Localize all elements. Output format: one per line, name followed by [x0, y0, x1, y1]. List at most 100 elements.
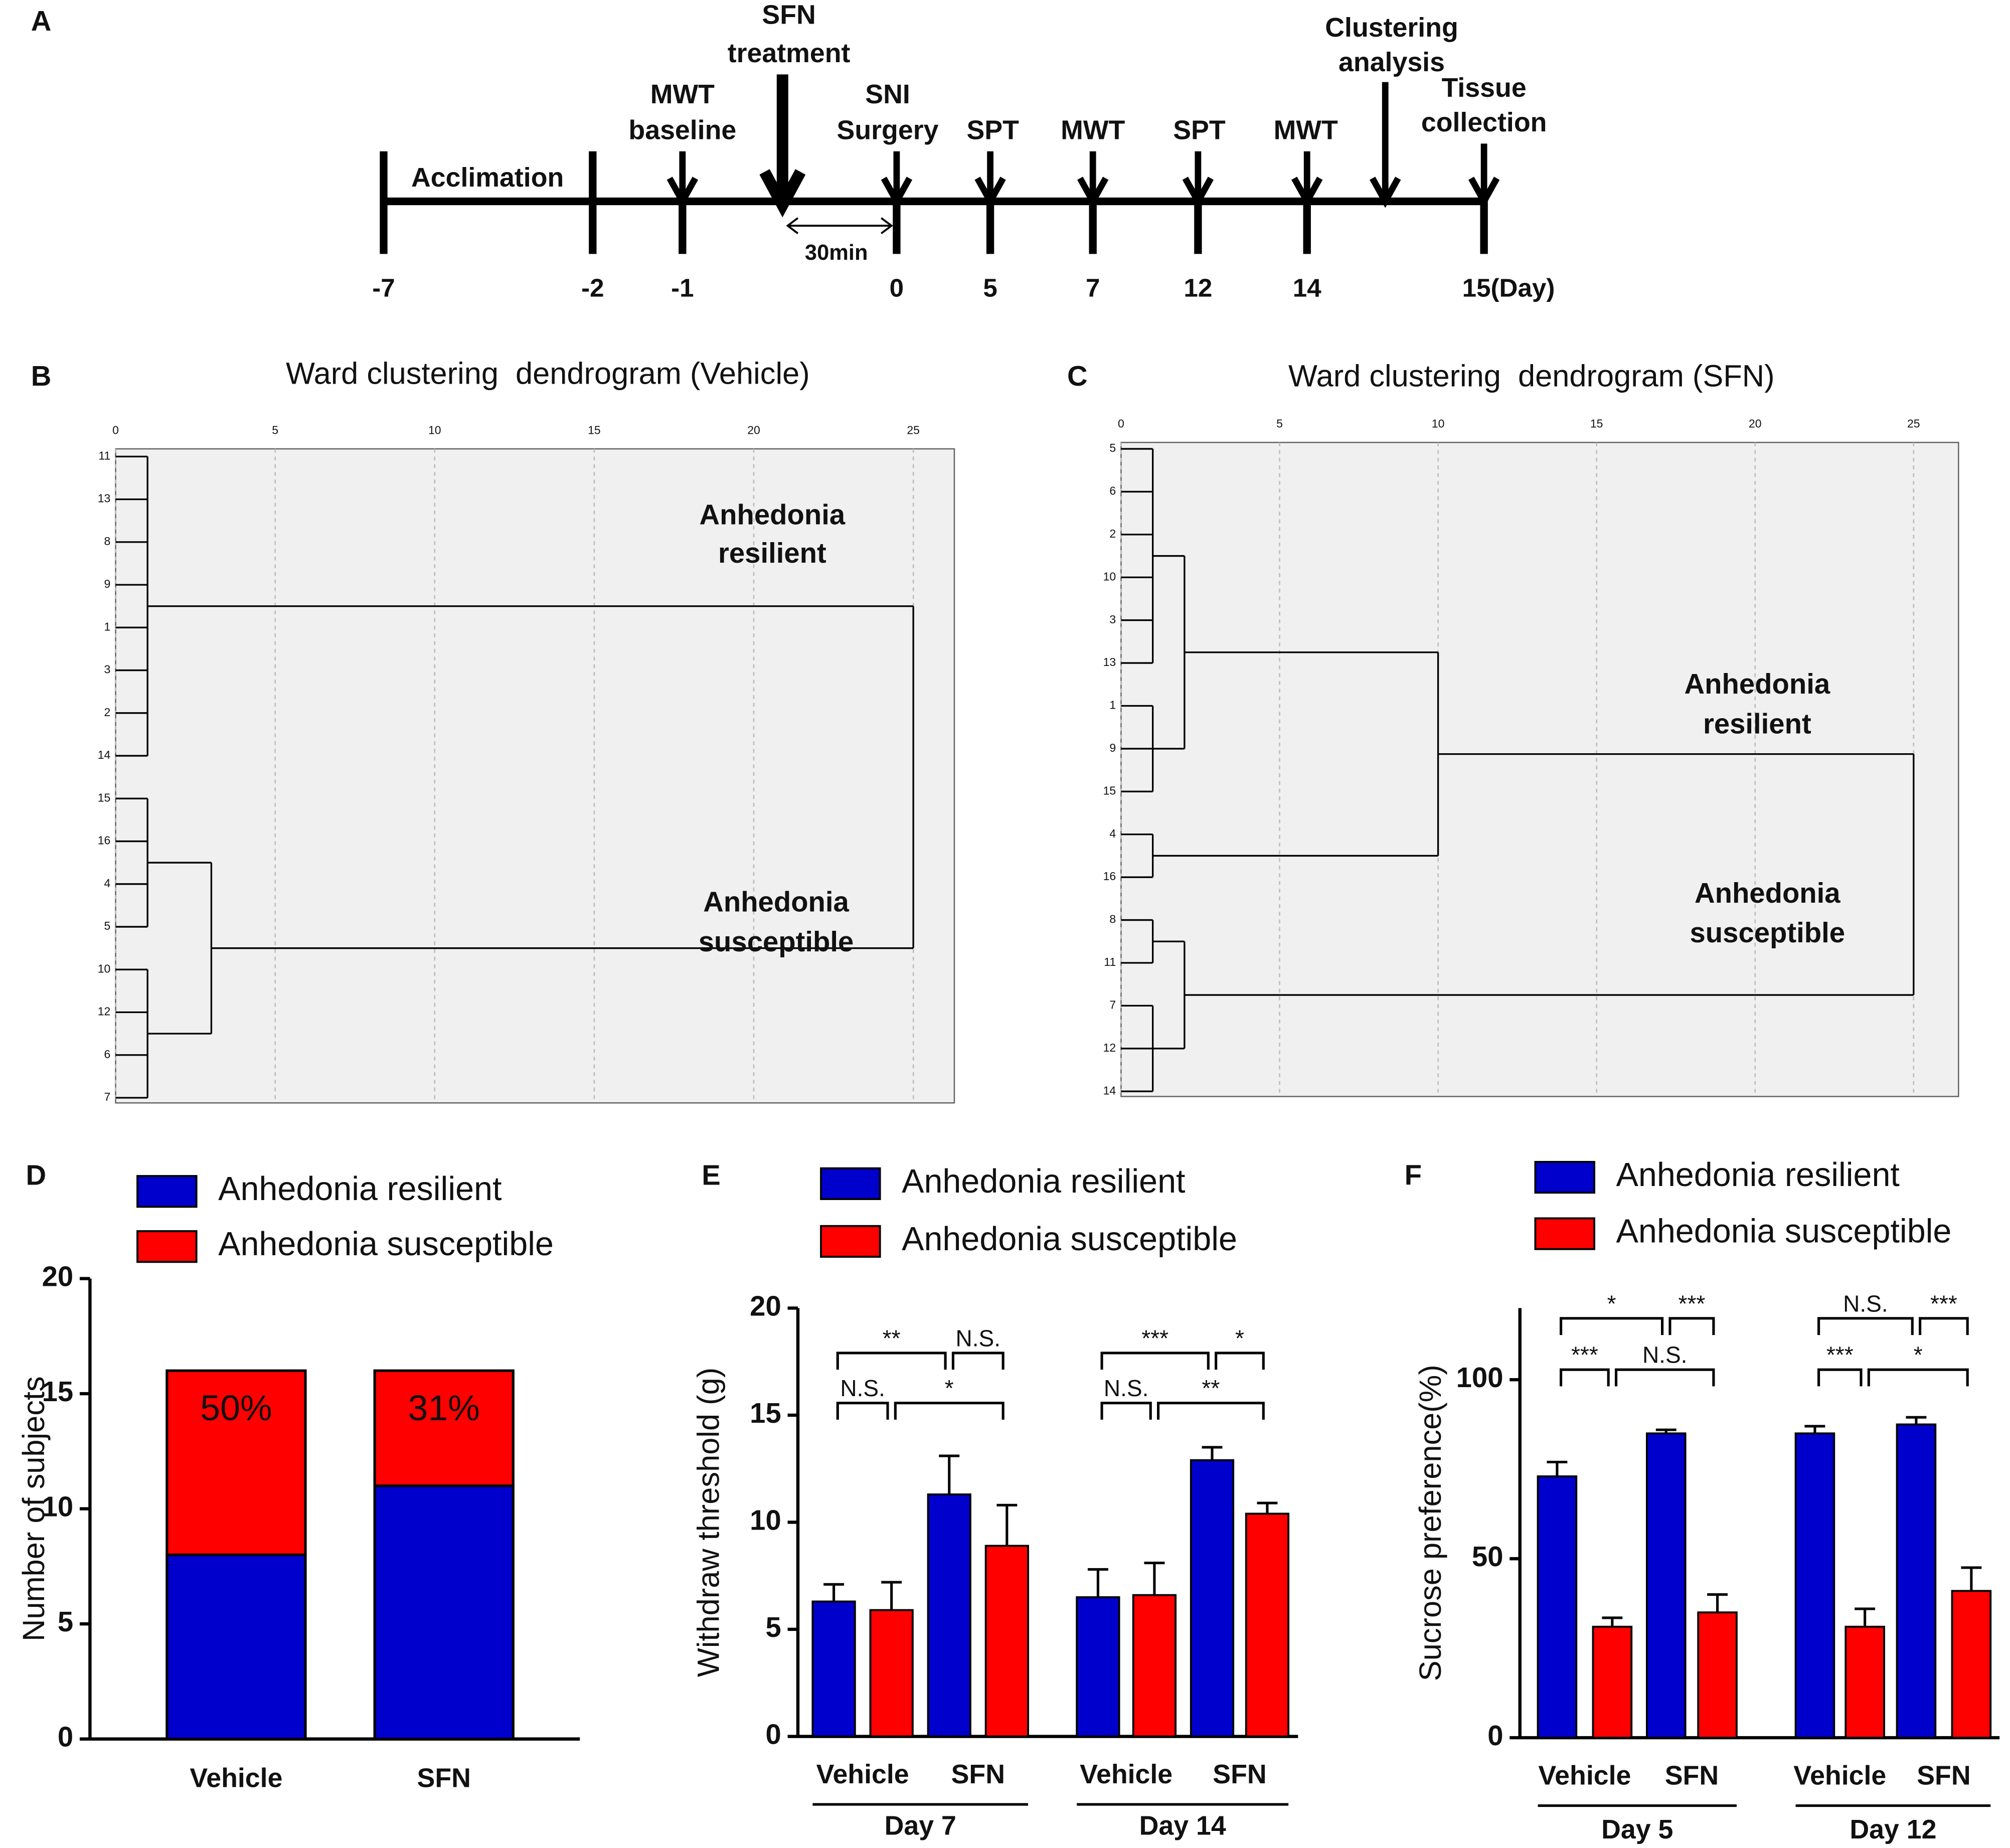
significance-label: **: [1202, 1375, 1220, 1401]
event-label: SPT: [966, 115, 1019, 145]
bar: [1132, 1594, 1177, 1738]
panel-letter: E: [702, 1159, 721, 1191]
x-tick-label: 15: [1590, 417, 1603, 430]
x-tick-label: 20: [1749, 417, 1762, 430]
x-tick-label: SFN: [1213, 1759, 1266, 1789]
x-tick-label: SFN: [951, 1759, 1005, 1789]
significance-label: N.S.: [956, 1325, 1001, 1351]
y-tick-label: 15: [750, 1397, 781, 1429]
y-tick-label: 5: [765, 1611, 781, 1643]
day-label: 14: [1293, 273, 1321, 302]
leaf-label: 15: [98, 791, 111, 804]
bar: [1896, 1423, 1937, 1739]
leaf-label: 12: [98, 1005, 111, 1018]
event-label: Tissue: [1442, 73, 1527, 103]
bar: [1076, 1596, 1120, 1738]
event-arrowhead: [1468, 177, 1500, 208]
legend-swatch: [820, 1167, 881, 1200]
bar: [1951, 1590, 1992, 1739]
bar: [811, 1600, 856, 1738]
group-label: Day 14: [1139, 1810, 1226, 1840]
significance-label: ***: [1141, 1325, 1168, 1351]
event-arrowhead: [759, 169, 806, 218]
cluster-annotation: Anhedonia: [700, 498, 846, 530]
event-label: collection: [1421, 107, 1547, 137]
bar: [984, 1545, 1029, 1738]
day-label: 5: [983, 273, 997, 302]
cluster-annotation: Anhedonia: [1695, 877, 1840, 909]
legend-swatch: [136, 1175, 198, 1208]
leaf-label: 7: [1109, 998, 1116, 1011]
significance-bracket: [1100, 1402, 1152, 1420]
leaf-label: 16: [1103, 870, 1116, 883]
leaf-label: 1: [104, 620, 111, 633]
x-tick-label: SFN: [417, 1763, 471, 1793]
legend-label: Anhedonia resilient: [218, 1170, 501, 1208]
y-tick-label: 0: [58, 1721, 73, 1752]
event-label: MWT: [650, 79, 715, 109]
event-arrowhead: [881, 177, 913, 208]
significance-label: N.S.: [1104, 1375, 1148, 1401]
significance-bracket: [1215, 1352, 1265, 1370]
significance-bracket: [1817, 1368, 1863, 1387]
y-tick-label: 10: [750, 1504, 781, 1536]
bar-annotation: 50%: [200, 1388, 272, 1428]
group-label: Day 7: [885, 1810, 956, 1840]
significance-bracket: [1100, 1352, 1210, 1370]
event-arrowhead: [1077, 177, 1109, 208]
leaf-label: 5: [104, 919, 111, 932]
event-label: MWT: [1061, 115, 1125, 145]
significance-bracket: [836, 1352, 947, 1370]
bar: [927, 1493, 971, 1738]
leaf-label: 8: [1109, 913, 1116, 926]
x-tick-label: 5: [1276, 417, 1283, 430]
bar: [1645, 1432, 1687, 1739]
significance-label: *: [1235, 1325, 1244, 1351]
x-tick-label: 25: [1907, 417, 1920, 430]
x-tick-label: 15: [588, 423, 601, 436]
bar: [1537, 1475, 1578, 1739]
day-label: -7: [372, 273, 395, 302]
panel-letter: C: [1067, 360, 1088, 392]
significance-bracket: [1919, 1317, 1969, 1335]
leaf-label: 11: [1104, 955, 1116, 968]
leaf-label: 11: [98, 449, 110, 462]
x-tick-label: 10: [428, 423, 441, 436]
cluster-annotation: susceptible: [1690, 917, 1846, 948]
bar: [1190, 1459, 1235, 1738]
x-tick-label: 10: [1432, 417, 1445, 430]
leaf-label: 6: [1109, 484, 1116, 497]
day-label: 12: [1184, 273, 1212, 302]
leaf-label: 13: [98, 492, 111, 505]
significance-bracket: [1614, 1368, 1715, 1387]
legend-swatch: [1534, 1160, 1595, 1194]
significance-bracket: [1867, 1368, 1969, 1387]
cluster-annotation: susceptible: [699, 926, 854, 957]
leaf-label: 15: [1103, 784, 1116, 797]
x-tick-label: Vehicle: [816, 1759, 909, 1789]
event-arrowhead: [1182, 177, 1214, 208]
leaf-label: 9: [1109, 741, 1116, 754]
leaf-label: 3: [1109, 613, 1116, 626]
bar-segment: [165, 1369, 307, 1556]
interval-head: [881, 217, 893, 234]
event-label: analysis: [1338, 47, 1445, 77]
significance-bracket: [1560, 1368, 1610, 1387]
y-tick-label: 50: [1472, 1541, 1503, 1572]
panel-letter: B: [31, 360, 52, 392]
plot-area: [1120, 441, 1959, 1097]
legend-swatch: [820, 1225, 881, 1258]
panel-letter: A: [31, 5, 52, 37]
bar-segment: [165, 1553, 307, 1741]
y-tick-label: 100: [1456, 1362, 1503, 1393]
x-tick-label: Vehicle: [1538, 1761, 1631, 1791]
event-label: Surgery: [837, 115, 939, 145]
leaf-label: 5: [1109, 441, 1116, 454]
leaf-label: 14: [98, 748, 111, 761]
y-tick-label: 15: [42, 1376, 74, 1407]
legend-label: Anhedonia resilient: [1616, 1156, 1900, 1194]
y-tick-label: 0: [1487, 1720, 1503, 1751]
leaf-label: 10: [98, 962, 111, 975]
significance-bracket: [1817, 1317, 1914, 1335]
legend-swatch: [136, 1230, 198, 1263]
